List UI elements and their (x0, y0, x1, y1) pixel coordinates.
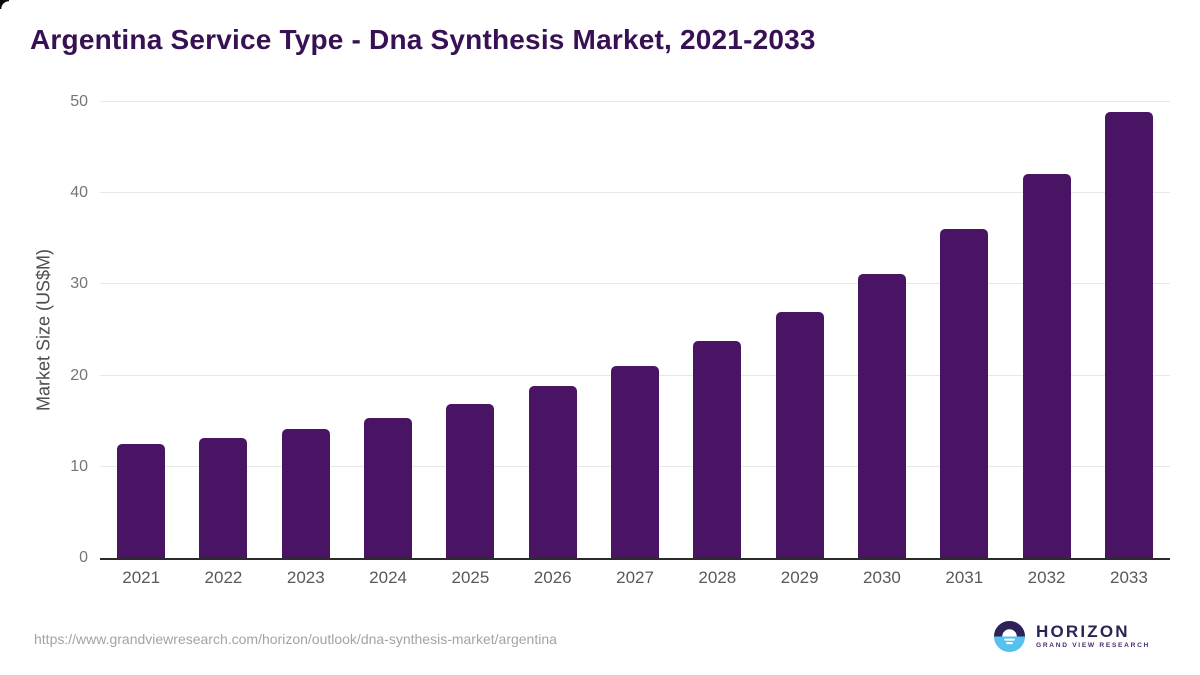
bar-2023 (281, 429, 330, 558)
horizon-logo-text: HORIZON GRAND VIEW RESEARCH (1036, 623, 1150, 650)
gridline-40 (100, 192, 1170, 194)
horizon-logo-name: HORIZON (1036, 622, 1130, 641)
bar-2027 (611, 365, 660, 558)
x-label-2027: 2027 (616, 568, 654, 587)
gridline-50 (100, 101, 1170, 102)
x-label-2032: 2032 (1027, 568, 1066, 587)
bar-slot-2026 (512, 102, 594, 558)
bar-2024 (364, 417, 413, 558)
gridline-30 (100, 283, 1170, 285)
x-label-2029: 2029 (780, 568, 819, 587)
bar-slot-2033 (1088, 102, 1170, 558)
bar-2025 (446, 403, 495, 558)
bar-2031 (940, 228, 989, 558)
x-label-2030: 2030 (863, 568, 901, 587)
x-label-2025: 2025 (451, 568, 490, 587)
bar-2028 (693, 340, 742, 558)
bar-slot-2029 (759, 102, 841, 558)
bar-2032 (1022, 174, 1071, 558)
x-label-2028: 2028 (698, 568, 737, 587)
bar-slot-2022 (182, 102, 264, 558)
x-label-2023: 2023 (286, 568, 325, 587)
x-label-2024: 2024 (369, 568, 407, 587)
y-tick-label-40: 40 (70, 184, 88, 202)
x-axis-line (100, 558, 1170, 560)
y-axis-title: Market Size (US$M) (33, 248, 54, 412)
bar-slot-2030 (841, 102, 923, 558)
bar-slot-2025 (429, 102, 511, 558)
horizon-logo-icon (993, 620, 1026, 653)
y-tick-label-30: 30 (70, 275, 88, 293)
bar-slot-2028 (676, 102, 758, 558)
bar-2022 (199, 437, 248, 558)
y-tick-label-20: 20 (70, 366, 88, 384)
x-label-2031: 2031 (945, 568, 984, 587)
horizon-logo: HORIZON GRAND VIEW RESEARCH (993, 620, 1150, 653)
bar-slot-2031 (923, 102, 1005, 558)
y-tick-label-0: 0 (79, 549, 88, 566)
x-label-2021: 2021 (122, 568, 161, 587)
chart-title: Argentina Service Type - Dna Synthesis M… (30, 24, 816, 55)
bar-slot-2027 (594, 102, 676, 558)
bar-slot-2032 (1005, 102, 1087, 558)
y-tick-label-10: 10 (70, 457, 88, 475)
bar-slot-2023 (265, 102, 347, 558)
horizon-logo-subtitle: GRAND VIEW RESEARCH (1036, 642, 1150, 649)
bar-series (100, 102, 1170, 558)
bar-slot-2021 (100, 102, 182, 558)
x-label-2026: 2026 (533, 568, 572, 587)
x-label-2033: 2033 (1109, 568, 1148, 587)
bar-2021 (117, 444, 166, 558)
bar-2026 (528, 385, 577, 558)
x-axis-labels: 2021 2022 2023 2024 2025 2026 2027 2028 2029 2030… (100, 568, 1170, 588)
bar-slot-2024 (347, 102, 429, 558)
bar-2033 (1104, 112, 1153, 558)
bar-2029 (775, 311, 824, 558)
plot-area (100, 101, 1170, 560)
bar-2030 (857, 273, 906, 558)
corner-artifact (0, 0, 9, 9)
x-label-2022: 2022 (204, 568, 243, 587)
y-tick-label-50: 50 (70, 93, 88, 110)
source-url: https://www.grandviewresearch.com/horizo… (34, 631, 557, 647)
